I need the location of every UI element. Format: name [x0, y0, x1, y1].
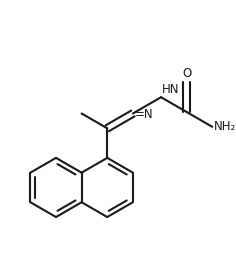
Text: NH₂: NH₂	[214, 120, 236, 133]
Text: =N: =N	[135, 108, 154, 121]
Text: O: O	[182, 67, 191, 80]
Text: HN: HN	[162, 83, 180, 96]
